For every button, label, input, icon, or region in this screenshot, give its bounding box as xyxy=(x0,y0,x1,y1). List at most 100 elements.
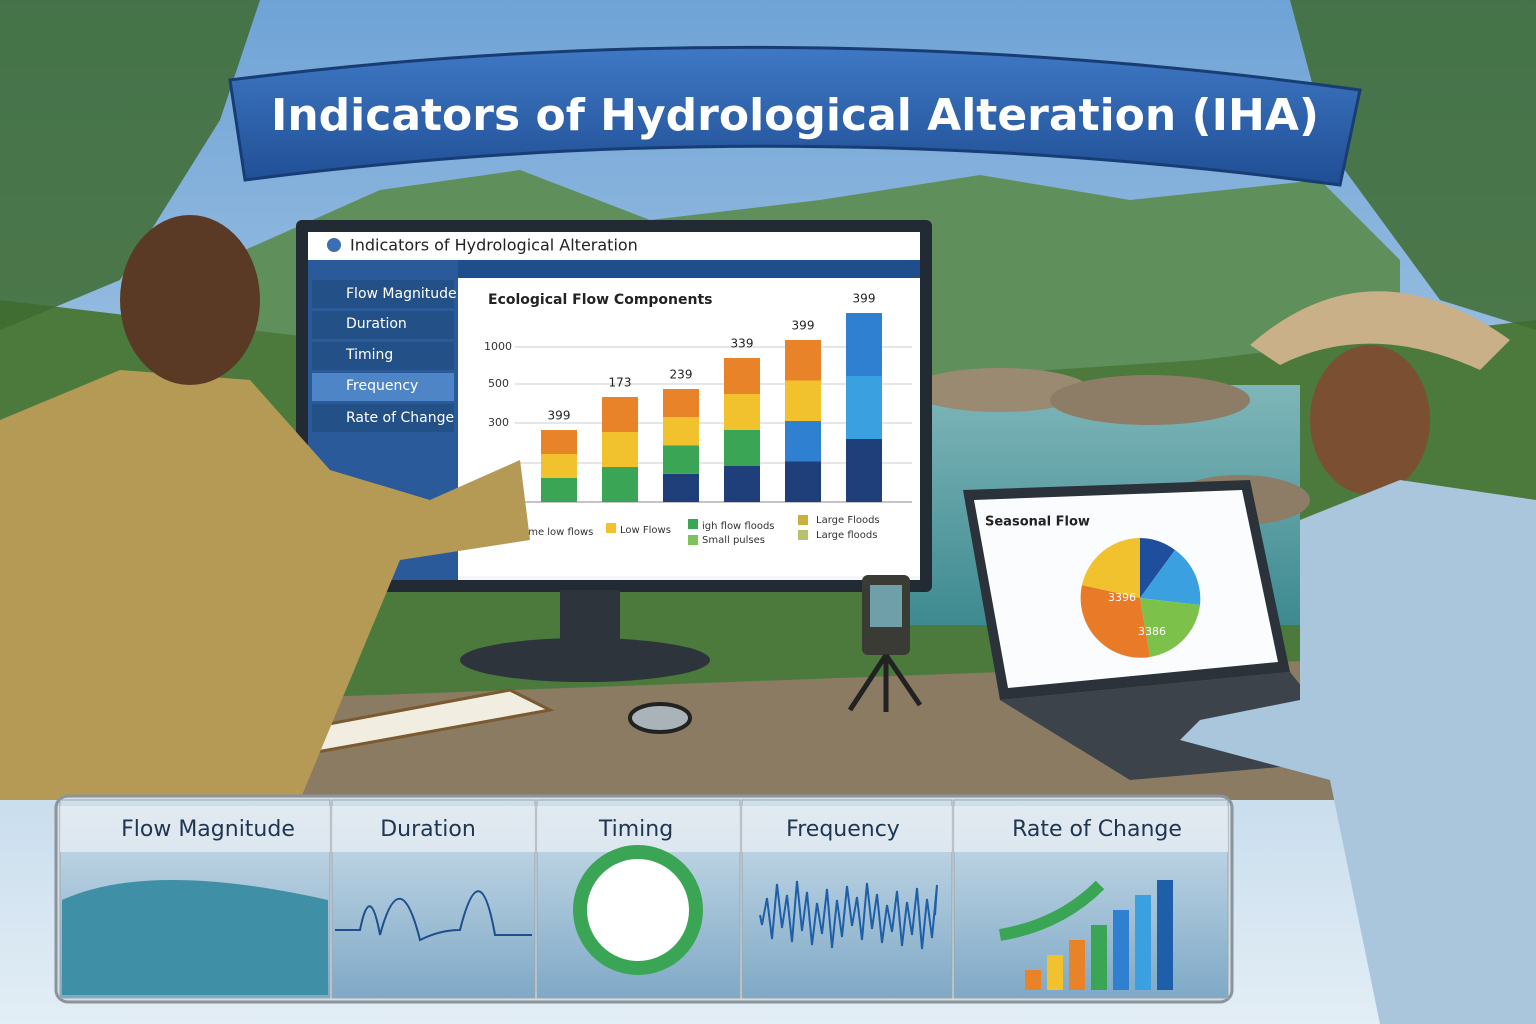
rocks xyxy=(910,368,1090,412)
bar-label: 339 xyxy=(731,337,754,351)
panel-header xyxy=(332,806,535,852)
tree-canopy xyxy=(1290,0,1536,330)
bar-segment xyxy=(846,439,882,502)
person-left-head xyxy=(120,215,260,385)
magnifier xyxy=(628,702,692,734)
legend-entry: igh flow floods xyxy=(702,521,775,532)
legend-entry: Large Floods xyxy=(816,515,880,526)
tree-canopy xyxy=(0,0,260,330)
bar-segment xyxy=(541,454,577,478)
chart-bars: 399 173 239 339 399 399 xyxy=(541,292,882,502)
panel-header xyxy=(537,806,740,852)
growth-bar xyxy=(1091,925,1107,990)
menu-item-bg xyxy=(312,404,454,432)
bar-label: 173 xyxy=(609,376,632,390)
pie-label: 3386 xyxy=(1138,625,1166,638)
growth-bar xyxy=(1157,880,1173,990)
bar-segment xyxy=(724,430,760,466)
hat xyxy=(1250,291,1510,370)
wave-line xyxy=(335,890,532,942)
bar-segment xyxy=(724,358,760,394)
panel-title: Timing xyxy=(598,817,673,842)
legend-entry: Small pulses xyxy=(702,535,765,546)
app-icon xyxy=(327,238,341,252)
panels xyxy=(59,799,1229,999)
top-bar xyxy=(308,260,920,278)
bar-segment xyxy=(663,473,699,502)
bar-segment xyxy=(785,461,821,502)
axis-label: 1000 xyxy=(484,340,512,353)
chart-gridlines xyxy=(515,346,912,503)
bar-segment xyxy=(846,313,882,376)
monitor-stand xyxy=(560,590,620,645)
rocks xyxy=(1050,375,1250,425)
menu-item[interactable]: Duration xyxy=(346,316,407,332)
menu-item-bg xyxy=(312,280,454,308)
bar-segment xyxy=(663,445,699,474)
bar-segment xyxy=(663,417,699,446)
bar-segment xyxy=(602,432,638,467)
bar-label: 239 xyxy=(670,368,693,382)
panel-title: Rate of Change xyxy=(1012,817,1182,842)
sidebar-menu: Flow Magnitude Duration Timing Frequency… xyxy=(312,280,457,432)
menu-item[interactable]: Frequency xyxy=(346,378,418,394)
laptop-title: Seasonal Flow xyxy=(985,515,1090,530)
growth-bar xyxy=(1113,910,1129,990)
bar-label: 399 xyxy=(792,319,815,333)
menu-item[interactable]: Rate of Change xyxy=(346,410,454,426)
bar-label: 399 xyxy=(548,409,571,423)
person-right-shirt xyxy=(1180,480,1536,1024)
bar-segment xyxy=(724,466,760,502)
banner-ribbon xyxy=(228,45,1362,187)
menu-item[interactable]: Flow Magnitude xyxy=(346,286,457,302)
bar-segment xyxy=(724,394,760,430)
panel-title: Frequency xyxy=(786,817,900,842)
bar-segment xyxy=(785,380,821,421)
window-title: Indicators of Hydrological Alteration xyxy=(350,236,638,255)
bar-segment xyxy=(663,389,699,418)
bar-segment xyxy=(541,478,577,502)
person-left-shirt xyxy=(0,370,530,800)
bar-segment xyxy=(541,430,577,454)
clock xyxy=(573,845,703,975)
growth-bar xyxy=(1025,970,1041,990)
panel-titles: Flow Magnitude Duration Timing Frequency… xyxy=(121,817,1182,842)
pie xyxy=(1080,538,1201,658)
monitor-base xyxy=(460,638,710,682)
menu-item-bg xyxy=(312,311,454,339)
device-screen xyxy=(870,585,902,627)
menu-item-bg-active xyxy=(312,373,454,401)
axis-label: 300 xyxy=(488,416,509,429)
menu-item[interactable]: Timing xyxy=(345,347,393,363)
growth-bar xyxy=(1047,955,1063,990)
window-header xyxy=(308,232,920,260)
panel-title: Flow Magnitude xyxy=(121,817,295,842)
bar-segment xyxy=(602,467,638,502)
chart-title: Ecological Flow Components xyxy=(488,292,713,308)
growth-bar xyxy=(1069,940,1085,990)
panel-header xyxy=(954,806,1228,852)
growth-bar xyxy=(1135,895,1151,990)
growth-arrow xyxy=(998,880,1105,941)
tripod xyxy=(847,653,923,712)
person-right-head xyxy=(1310,345,1430,495)
bar-segment xyxy=(846,376,882,439)
panel-header xyxy=(60,806,330,852)
bar-segment xyxy=(602,397,638,432)
axis-label: 500 xyxy=(488,377,509,390)
panel-title: Duration xyxy=(380,817,476,842)
legend-entry: Extreme low flows xyxy=(502,527,593,538)
river-art xyxy=(62,880,328,995)
chart-legend: Extreme low flows Low Flows igh flow flo… xyxy=(486,515,880,546)
pie-label: 3396 xyxy=(1108,591,1136,604)
frequency-wave xyxy=(759,880,938,950)
legend-entry: Low Flows xyxy=(620,525,671,536)
panel-header xyxy=(742,806,952,852)
bar-segment xyxy=(785,340,821,381)
legend-entry: Large floods xyxy=(816,530,877,541)
banner-title: Indicators of Hydrological Alteration (I… xyxy=(271,90,1319,141)
bar-segment xyxy=(785,421,821,462)
menu-item-bg xyxy=(312,342,454,370)
